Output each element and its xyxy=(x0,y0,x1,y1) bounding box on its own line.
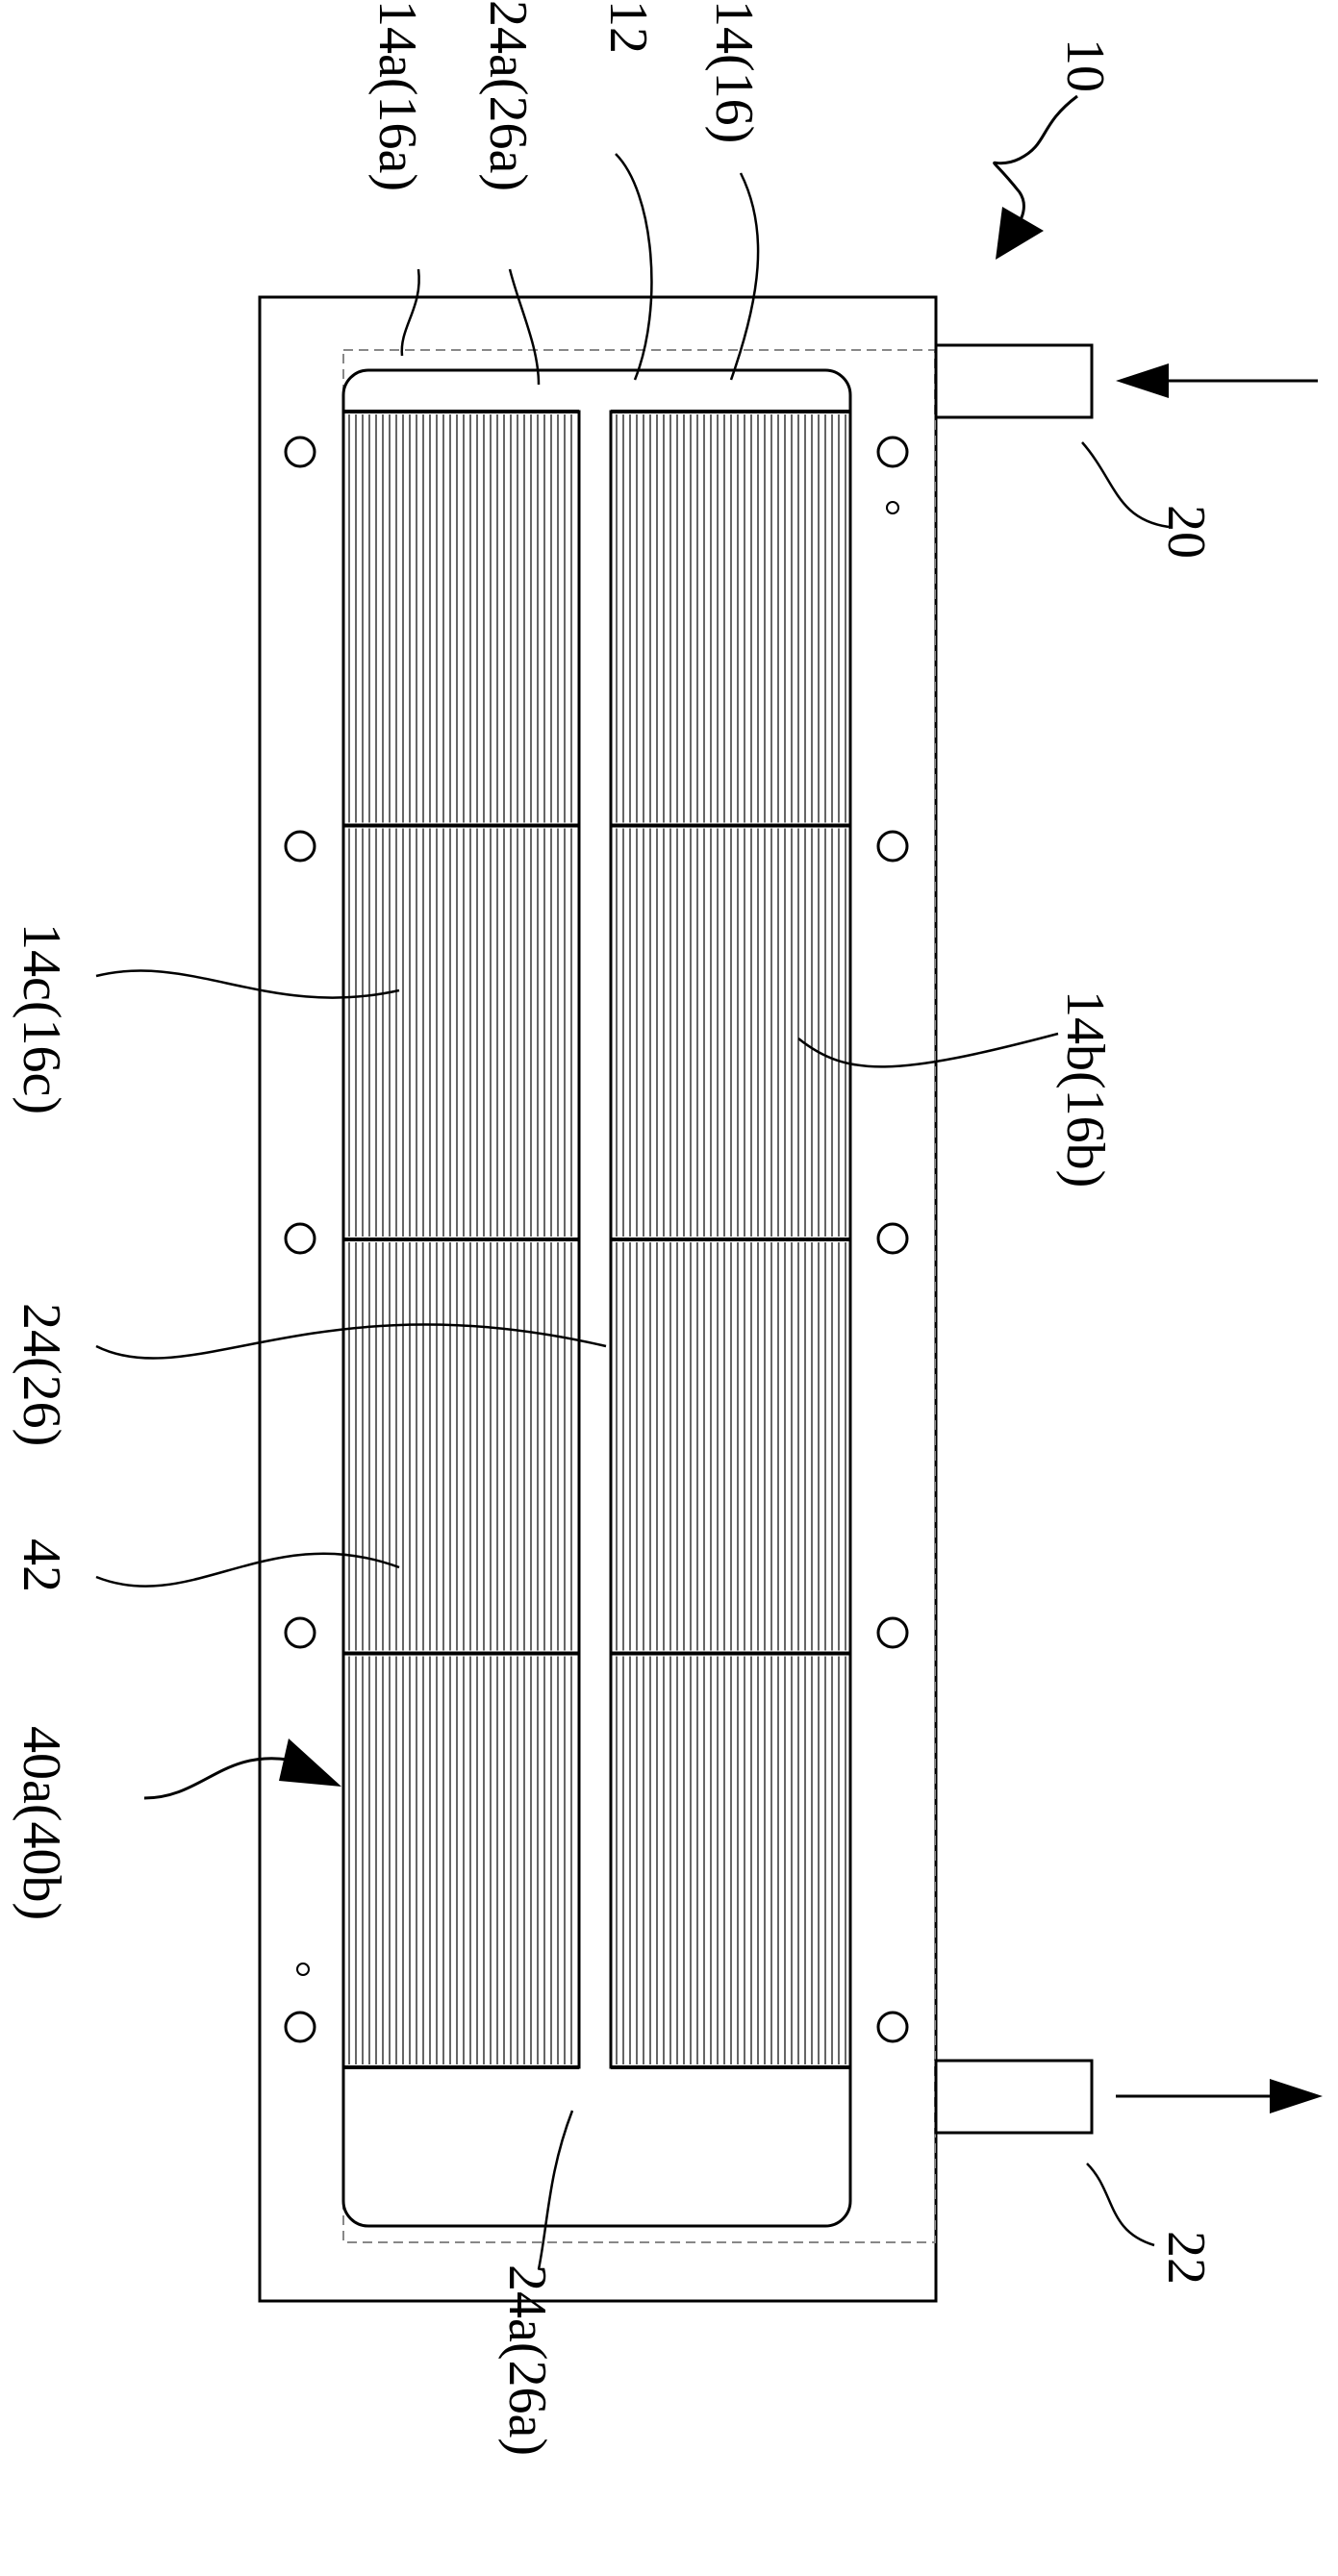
bolt-hole xyxy=(286,2013,315,2041)
fin-array xyxy=(343,412,850,2067)
fin-module-pointer xyxy=(144,1738,341,1798)
label-center-gap: 24(26) xyxy=(12,1303,71,1446)
bolt-hole xyxy=(286,1224,315,1253)
reference-dot xyxy=(887,502,898,513)
label-chamber: 14(16) xyxy=(704,0,764,143)
inner-chamber xyxy=(343,370,850,2226)
label-left-wall: 14c(16c) xyxy=(12,923,71,1114)
label-inlet: 20 xyxy=(1156,505,1216,559)
bolt-hole xyxy=(286,1618,315,1647)
bolt-hole xyxy=(878,1618,907,1647)
leader-lines xyxy=(96,154,1169,2269)
bolt-hole xyxy=(878,2013,907,2041)
inlet-flow-arrow xyxy=(1116,363,1318,398)
base-plate xyxy=(260,297,936,2301)
label-top-header: 24a(26a) xyxy=(478,0,538,191)
reference-dot xyxy=(297,1963,309,1975)
label-right-wall: 14b(16b) xyxy=(1055,990,1115,1188)
bolt-hole xyxy=(286,832,315,861)
assembly-pointer xyxy=(995,96,1077,260)
label-divider: 12 xyxy=(598,0,658,54)
label-bottom-header: 24a(26a) xyxy=(497,2264,557,2456)
outlet-pipe xyxy=(936,2061,1092,2133)
label-assembly: 10 xyxy=(1055,38,1115,92)
label-fin: 42 xyxy=(12,1538,71,1592)
label-fin-module: 40a(40b) xyxy=(12,1726,71,1920)
inlet-pipe xyxy=(936,345,1092,417)
bolt-hole xyxy=(878,1224,907,1253)
label-outlet: 22 xyxy=(1156,2231,1216,2285)
outlet-flow-arrow xyxy=(1116,2079,1323,2113)
bolt-hole xyxy=(878,438,907,466)
bolt-hole xyxy=(878,832,907,861)
bolt-hole xyxy=(286,438,315,466)
label-top-end-zone: 14a(16a) xyxy=(367,0,427,191)
chamber-dashed-outline xyxy=(343,350,935,2242)
